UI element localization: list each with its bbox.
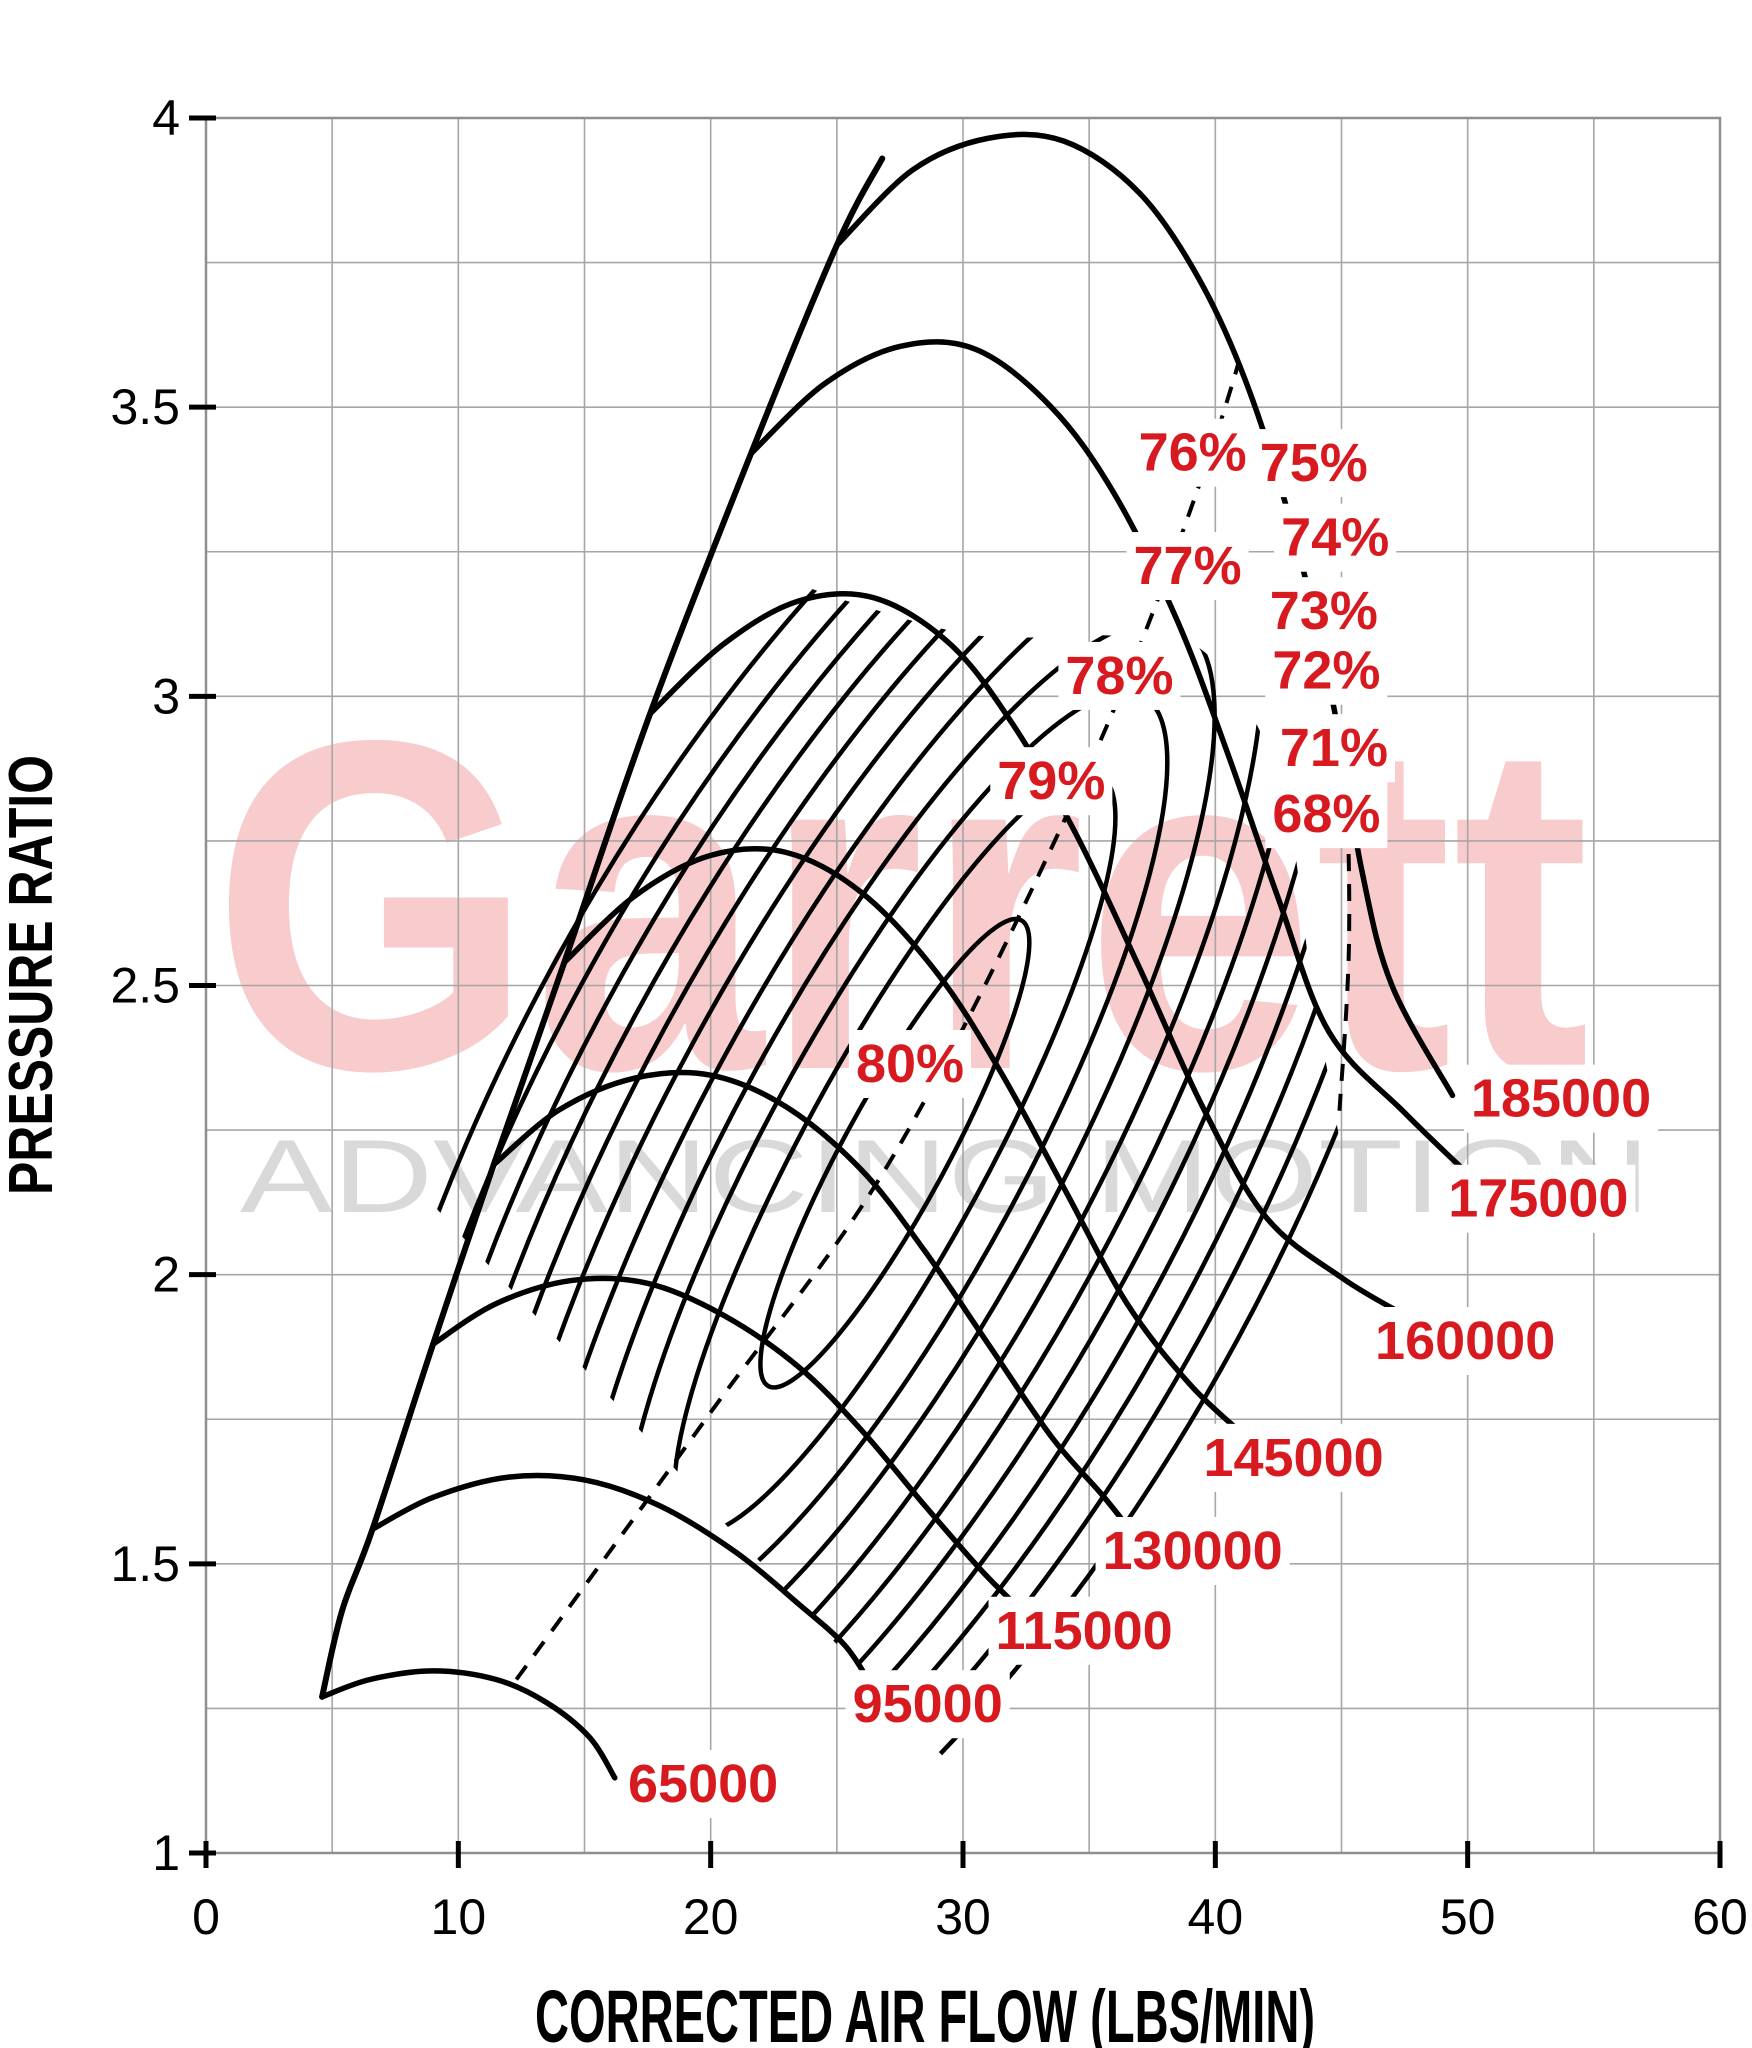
efficiency-label-76: 76% bbox=[1131, 418, 1254, 487]
speed-line-185000 bbox=[834, 131, 1456, 1099]
efficiency-label-72-text: 72% bbox=[1272, 641, 1380, 701]
axis-ticks-and-labels: 0 10 20 30 40 50 60 1 1.5 2 2.5 3 3.5 4 bbox=[110, 90, 1747, 1945]
speed-label-115000-halo bbox=[988, 1596, 1180, 1665]
x-tick-label-10: 10 bbox=[431, 1889, 487, 1945]
efficiency-label-78-halo bbox=[1058, 641, 1181, 710]
y-tick-label-4: 4 bbox=[152, 90, 180, 146]
map-value-labels: 80% 79% 78% 77% 76% 75% 74% 73%72% 71%68% 65000 95… bbox=[621, 418, 1659, 1819]
y-axis-title: PRESSURE RATIO bbox=[0, 755, 66, 1195]
speed-label-145000-text: 145000 bbox=[1203, 1428, 1383, 1488]
y-tick-label-2.5: 2.5 bbox=[110, 958, 180, 1014]
efficiency-label-80-halo bbox=[848, 1029, 972, 1098]
efficiency-island-80 bbox=[758, 916, 1032, 1390]
efficiency-label-77-text: 77% bbox=[1134, 536, 1242, 596]
efficiency-label-71-text: 71% bbox=[1280, 718, 1388, 778]
speed-label-130000: 130000 bbox=[1095, 1516, 1290, 1585]
efficiency-label-73: 73% bbox=[1262, 577, 1385, 646]
efficiency-label-75-text: 75% bbox=[1260, 433, 1368, 493]
efficiency-label-78-text: 78% bbox=[1065, 646, 1173, 706]
y-tick-label-1.5: 1.5 bbox=[110, 1536, 180, 1592]
x-tick-label-60: 60 bbox=[1692, 1889, 1748, 1945]
speed-label-115000-text: 115000 bbox=[996, 1601, 1173, 1661]
axis-titles: CORRECTED AIR FLOW (LBS/MIN) PRESSURE RA… bbox=[0, 755, 1315, 2048]
speed-label-65000-halo bbox=[621, 1750, 786, 1819]
speed-label-160000-halo bbox=[1368, 1307, 1563, 1376]
y-tick-label-3.5: 3.5 bbox=[110, 379, 180, 435]
efficiency-label-76-text: 76% bbox=[1139, 423, 1247, 483]
efficiency-label-80: 80% bbox=[848, 1029, 972, 1098]
speed-label-95000-text: 95000 bbox=[853, 1674, 1003, 1734]
efficiency-label-75-halo bbox=[1252, 429, 1375, 498]
efficiency-label-77: 77% bbox=[1126, 532, 1249, 601]
efficiency-label-79: 79% bbox=[990, 747, 1113, 816]
efficiency-label-71: 71% bbox=[1272, 714, 1395, 783]
efficiency-label-71-halo bbox=[1272, 714, 1395, 783]
efficiency-label-74-text: 74% bbox=[1281, 508, 1389, 568]
efficiency-label-77-halo bbox=[1126, 532, 1249, 601]
speed-label-160000-text: 160000 bbox=[1375, 1311, 1555, 1371]
speed-label-145000: 145000 bbox=[1196, 1423, 1391, 1492]
x-tick-label-20: 20 bbox=[683, 1889, 739, 1945]
speed-label-160000: 160000 bbox=[1368, 1307, 1563, 1376]
efficiency-label-68: 68% bbox=[1265, 780, 1388, 849]
efficiency-label-73-halo bbox=[1262, 577, 1385, 646]
x-tick-label-0: 0 bbox=[192, 1889, 220, 1945]
efficiency-label-72: 72% bbox=[1265, 636, 1388, 705]
speed-label-130000-halo bbox=[1095, 1516, 1290, 1585]
speed-label-175000-text: 175000 bbox=[1448, 1169, 1628, 1229]
speed-label-115000: 115000 bbox=[988, 1596, 1180, 1665]
speed-label-175000: 175000 bbox=[1441, 1164, 1636, 1233]
speed-label-185000: 185000 bbox=[1463, 1064, 1659, 1133]
efficiency-label-68-text: 68% bbox=[1272, 784, 1380, 844]
x-axis-title: CORRECTED AIR FLOW (LBS/MIN) bbox=[535, 1975, 1315, 2048]
x-tick-label-40: 40 bbox=[1188, 1889, 1244, 1945]
y-tick-label-2: 2 bbox=[152, 1247, 180, 1303]
y-tick-label-1: 1 bbox=[152, 1825, 180, 1881]
efficiency-label-76-halo bbox=[1131, 418, 1254, 487]
efficiency-label-72-halo bbox=[1265, 636, 1388, 705]
speed-label-175000-halo bbox=[1441, 1164, 1636, 1233]
speed-label-65000: 65000 bbox=[621, 1750, 786, 1819]
x-tick-label-30: 30 bbox=[935, 1889, 991, 1945]
speed-label-95000-halo bbox=[845, 1670, 1010, 1739]
speed-label-145000-halo bbox=[1196, 1423, 1391, 1492]
watermark: Garrett ADVANCING MOTION bbox=[212, 643, 1650, 1235]
speed-line-115000 bbox=[430, 1275, 1024, 1613]
efficiency-label-80-text: 80% bbox=[856, 1034, 964, 1094]
speed-line-145000 bbox=[561, 845, 1249, 1440]
efficiency-label-75: 75% bbox=[1252, 429, 1375, 498]
speed-line-130000 bbox=[490, 1069, 1133, 1532]
efficiency-label-74: 74% bbox=[1274, 503, 1397, 572]
speed-label-185000-halo bbox=[1463, 1064, 1659, 1133]
efficiency-label-68-halo bbox=[1265, 780, 1388, 849]
speed-label-95000: 95000 bbox=[845, 1670, 1010, 1739]
y-tick-label-3: 3 bbox=[152, 668, 180, 724]
efficiency-label-79-text: 79% bbox=[997, 751, 1105, 811]
efficiency-label-79-halo bbox=[990, 747, 1113, 816]
speed-label-130000-text: 130000 bbox=[1103, 1521, 1283, 1581]
surge-line bbox=[319, 155, 886, 1700]
speed-line-65000 bbox=[319, 1668, 618, 1781]
efficiency-label-74-halo bbox=[1274, 503, 1397, 572]
speed-label-65000-text: 65000 bbox=[628, 1754, 778, 1814]
plot-grid bbox=[204, 116, 1722, 1855]
efficiency-label-78: 78% bbox=[1058, 641, 1181, 710]
efficiency-label-73-text: 73% bbox=[1270, 581, 1378, 641]
speed-line-95000 bbox=[369, 1472, 873, 1686]
x-tick-label-50: 50 bbox=[1440, 1889, 1496, 1945]
speed-label-185000-text: 185000 bbox=[1471, 1069, 1651, 1129]
